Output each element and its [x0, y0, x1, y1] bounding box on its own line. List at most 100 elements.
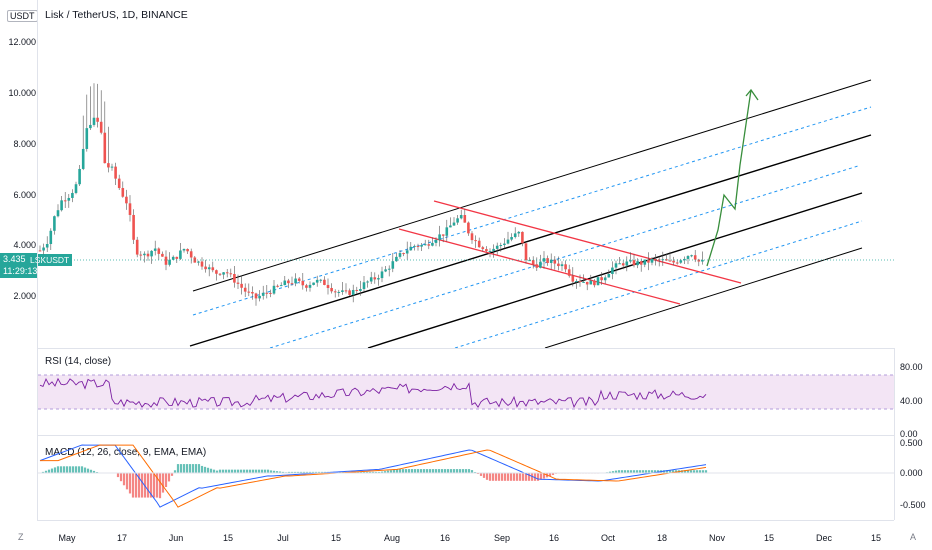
- pane-separator[interactable]: [37, 348, 894, 349]
- macd-histogram-bar: [242, 469, 246, 473]
- macd-title[interactable]: MACD (12, 26, close, 9, EMA, EMA): [45, 447, 207, 458]
- candle-body: [366, 281, 369, 283]
- candle-body: [67, 197, 71, 201]
- macd-histogram-bar: [59, 466, 63, 473]
- candle-body: [315, 279, 319, 283]
- macd-histogram-bar: [425, 469, 429, 473]
- channel-dashed-line[interactable]: [454, 220, 863, 348]
- macd-histogram-bar: [125, 473, 129, 490]
- channel-dashed-line[interactable]: [269, 165, 859, 348]
- candle-body: [240, 283, 243, 288]
- channel-lower-line[interactable]: [544, 247, 863, 348]
- candle-body: [78, 168, 81, 185]
- macd-histogram-bar: [641, 470, 645, 473]
- zoom-button[interactable]: Z: [18, 532, 24, 542]
- candle-body: [434, 239, 438, 243]
- candle-body: [81, 148, 85, 169]
- rsi-title[interactable]: RSI (14, close): [45, 356, 112, 367]
- rsi-tick: 80.00: [900, 362, 923, 372]
- candle-body: [53, 216, 56, 231]
- time-tick: Aug: [383, 533, 401, 543]
- macd-histogram-bar: [251, 469, 255, 473]
- macd-histogram-bar: [428, 469, 432, 473]
- macd-histogram-bar: [386, 470, 390, 473]
- macd-histogram-bar: [416, 469, 420, 473]
- candle-body: [553, 259, 557, 264]
- candle-body: [459, 215, 463, 219]
- macd-histogram-bar: [647, 470, 651, 473]
- pane-separator[interactable]: [37, 435, 894, 436]
- macd-histogram-bar: [503, 473, 507, 481]
- candle-body: [409, 246, 413, 251]
- candle-body: [99, 121, 103, 133]
- candle-body: [380, 271, 384, 279]
- chart-title: Lisk / TetherUS, 1D, BINANCE: [45, 9, 188, 21]
- candle-body: [391, 261, 395, 269]
- macd-histogram-bar: [695, 470, 699, 473]
- macd-histogram-bar: [80, 466, 84, 473]
- candle-body: [63, 200, 67, 202]
- macd-histogram-bar: [185, 464, 189, 473]
- macd-histogram-bar: [392, 469, 396, 473]
- macd-histogram-bar: [614, 470, 618, 473]
- macd-tick: 0.500: [900, 438, 923, 448]
- macd-histogram-bar: [464, 469, 468, 473]
- regression-channel[interactable]: [189, 79, 872, 348]
- macd-histogram-bar: [359, 471, 363, 473]
- macd-histogram-bar: [62, 466, 66, 473]
- macd-histogram-bar: [74, 466, 78, 473]
- macd-histogram-bar: [536, 473, 540, 481]
- macd-histogram-bar: [362, 471, 366, 473]
- macd-histogram-bar: [263, 469, 267, 473]
- macd-histogram-bar: [371, 471, 375, 473]
- candle-body: [251, 292, 254, 294]
- time-tick: 18: [656, 533, 668, 543]
- rsi-series: [39, 377, 707, 409]
- channel-upper-line[interactable]: [192, 79, 872, 292]
- candle-body: [571, 275, 575, 282]
- candle-body: [305, 285, 308, 288]
- projection-arrow[interactable]: [706, 89, 752, 267]
- candle-body: [211, 267, 215, 271]
- time-tick: Jul: [277, 533, 289, 543]
- candle-body: [143, 253, 146, 256]
- macd-histogram-bar: [77, 466, 81, 473]
- signal-line: [40, 444, 707, 508]
- candle-body: [117, 178, 121, 189]
- candle-body: [283, 280, 287, 286]
- channel-mid-lower-line[interactable]: [367, 192, 863, 348]
- candle-body: [171, 256, 175, 260]
- macd-histogram-bar: [470, 470, 474, 473]
- macd-histogram-bar: [308, 471, 312, 473]
- candle-body: [287, 280, 290, 284]
- macd-histogram-bar: [518, 473, 522, 481]
- candle-body: [405, 250, 409, 254]
- macd-histogram-bar: [86, 468, 90, 473]
- auto-scale-button[interactable]: A: [910, 532, 917, 542]
- macd-histogram-bar: [41, 471, 45, 473]
- bar-countdown: 11:29:13: [3, 266, 38, 276]
- time-tick: 15: [870, 533, 882, 543]
- channel-dashed-line[interactable]: [192, 106, 872, 316]
- macd-histogram-bar: [269, 470, 273, 473]
- time-tick: Sep: [493, 533, 511, 543]
- channel-mid-upper-line[interactable]: [189, 134, 872, 347]
- candle-body: [56, 210, 60, 217]
- candle-body: [564, 264, 567, 270]
- macd-histogram-bar: [305, 471, 309, 473]
- rsi-line: [39, 377, 707, 409]
- candle-body: [279, 285, 283, 287]
- macd-histogram-bar: [434, 469, 438, 473]
- candle-body: [164, 256, 168, 265]
- macd-histogram-bar: [89, 469, 93, 473]
- candle-body: [161, 253, 164, 257]
- candle-body: [420, 244, 423, 247]
- red-channel-upper[interactable]: [433, 200, 742, 284]
- candle-body: [38, 250, 42, 252]
- macd-histogram-bar: [665, 470, 669, 473]
- candle-body: [603, 277, 607, 281]
- candle-body: [182, 248, 186, 251]
- candle-body: [355, 289, 359, 291]
- candle-body: [146, 253, 150, 257]
